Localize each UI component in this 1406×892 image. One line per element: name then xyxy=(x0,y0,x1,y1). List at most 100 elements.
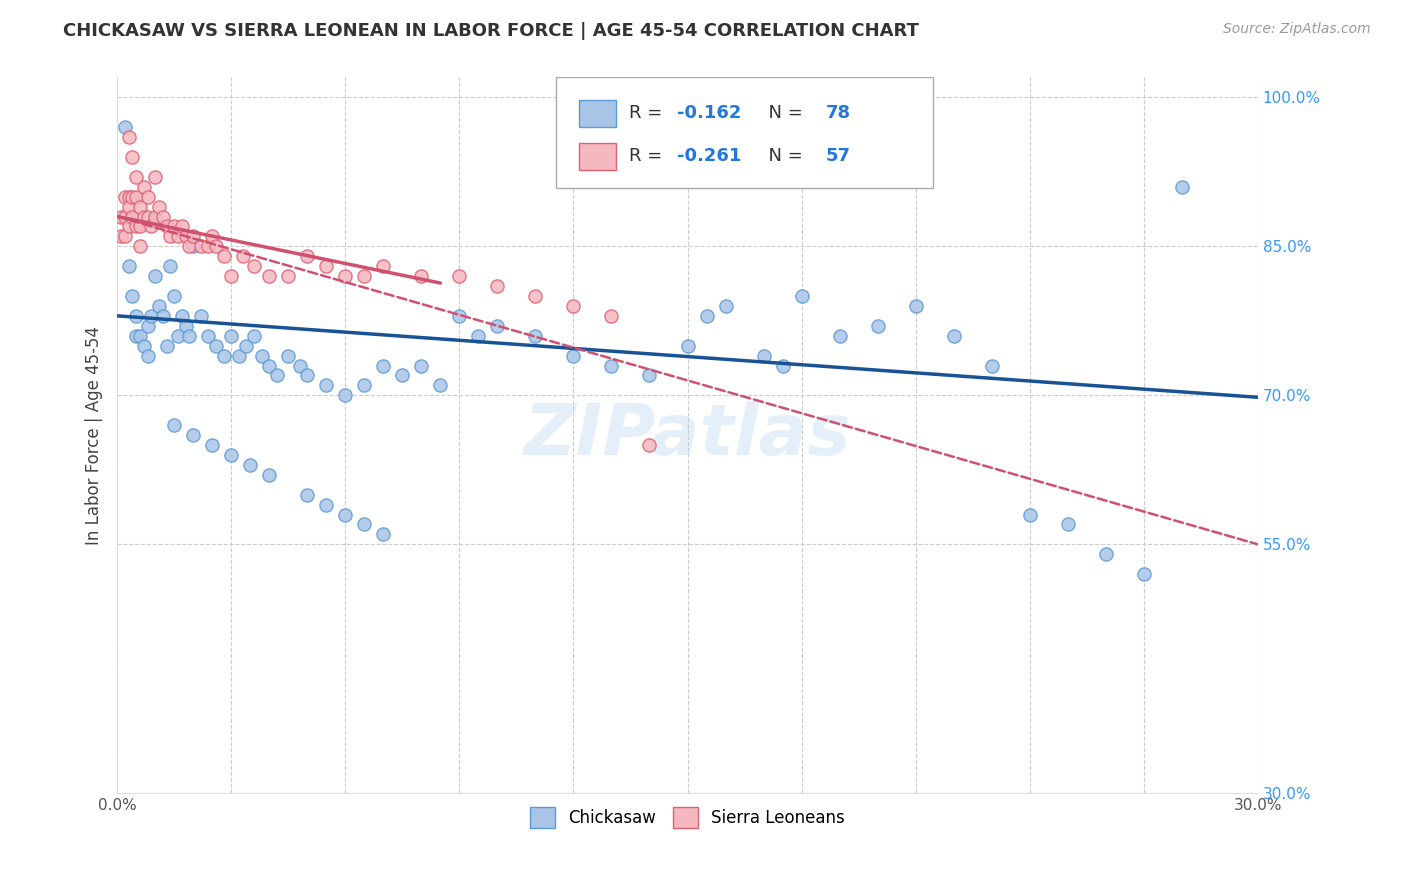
Text: 78: 78 xyxy=(825,104,851,122)
Point xyxy=(335,508,357,522)
Point xyxy=(174,318,197,333)
Point xyxy=(266,368,288,383)
Point xyxy=(117,210,139,224)
Point xyxy=(197,328,219,343)
Point xyxy=(1056,517,1078,532)
Point xyxy=(114,189,136,203)
Point xyxy=(228,349,250,363)
Point xyxy=(391,368,413,383)
Point xyxy=(259,269,281,284)
Point xyxy=(335,388,357,402)
Point xyxy=(243,328,266,343)
FancyBboxPatch shape xyxy=(557,78,932,188)
Point xyxy=(219,448,242,462)
Point xyxy=(125,309,148,323)
Point xyxy=(353,378,375,392)
Point xyxy=(117,200,139,214)
Point xyxy=(121,289,143,303)
Point xyxy=(190,309,212,323)
Point xyxy=(980,359,1002,373)
Point xyxy=(167,229,190,244)
Point xyxy=(866,318,889,333)
Point xyxy=(1018,508,1040,522)
Point xyxy=(159,259,181,273)
Point xyxy=(125,328,148,343)
Text: Source: ZipAtlas.com: Source: ZipAtlas.com xyxy=(1223,22,1371,37)
Point xyxy=(335,269,357,284)
Point xyxy=(117,130,139,145)
Point xyxy=(411,269,433,284)
Point xyxy=(143,269,166,284)
Point xyxy=(411,359,433,373)
Point xyxy=(148,200,170,214)
Point xyxy=(125,219,148,234)
Point xyxy=(201,229,224,244)
Text: R =: R = xyxy=(630,104,668,122)
Point xyxy=(136,318,159,333)
Point xyxy=(163,219,186,234)
Point xyxy=(143,169,166,184)
Point xyxy=(315,378,337,392)
Point xyxy=(353,517,375,532)
Point xyxy=(297,488,319,502)
Text: CHICKASAW VS SIERRA LEONEAN IN LABOR FORCE | AGE 45-54 CORRELATION CHART: CHICKASAW VS SIERRA LEONEAN IN LABOR FOR… xyxy=(63,22,920,40)
Point xyxy=(219,328,242,343)
Point xyxy=(449,269,471,284)
Point xyxy=(373,359,395,373)
Point xyxy=(239,458,262,472)
FancyBboxPatch shape xyxy=(579,100,616,127)
Point xyxy=(828,328,851,343)
Point xyxy=(212,249,235,263)
Point xyxy=(141,309,163,323)
Point xyxy=(190,239,212,253)
Point xyxy=(429,378,451,392)
Point xyxy=(486,279,509,293)
Legend: Chickasaw, Sierra Leoneans: Chickasaw, Sierra Leoneans xyxy=(523,801,852,834)
Point xyxy=(600,359,623,373)
Point xyxy=(676,338,699,352)
Point xyxy=(121,150,143,164)
Point xyxy=(114,120,136,134)
Point xyxy=(197,239,219,253)
Text: R =: R = xyxy=(630,147,668,165)
Point xyxy=(143,210,166,224)
Point xyxy=(181,239,204,253)
Point xyxy=(1132,567,1154,582)
Point xyxy=(148,299,170,313)
Point xyxy=(373,259,395,273)
Point xyxy=(114,229,136,244)
Point xyxy=(181,428,204,442)
Point xyxy=(696,309,718,323)
Point xyxy=(205,239,228,253)
Point xyxy=(297,368,319,383)
Point xyxy=(235,338,257,352)
Point xyxy=(1094,547,1116,561)
Point xyxy=(181,229,204,244)
Point xyxy=(315,259,337,273)
Point xyxy=(752,349,775,363)
Point xyxy=(121,210,143,224)
Point xyxy=(467,328,489,343)
Point xyxy=(297,249,319,263)
Point xyxy=(110,229,132,244)
Point xyxy=(141,219,163,234)
Point xyxy=(132,338,155,352)
Point xyxy=(129,328,152,343)
Point xyxy=(353,269,375,284)
Text: 57: 57 xyxy=(825,147,851,165)
Point xyxy=(117,189,139,203)
Point xyxy=(179,239,201,253)
Text: -0.162: -0.162 xyxy=(678,104,741,122)
Point xyxy=(110,210,132,224)
Point xyxy=(132,179,155,194)
Text: N =: N = xyxy=(756,147,808,165)
Point xyxy=(114,210,136,224)
Point xyxy=(170,219,193,234)
Point xyxy=(212,349,235,363)
Point xyxy=(163,289,186,303)
Point xyxy=(243,259,266,273)
Point xyxy=(136,210,159,224)
Text: -0.261: -0.261 xyxy=(678,147,741,165)
Point xyxy=(125,189,148,203)
Point xyxy=(156,338,179,352)
